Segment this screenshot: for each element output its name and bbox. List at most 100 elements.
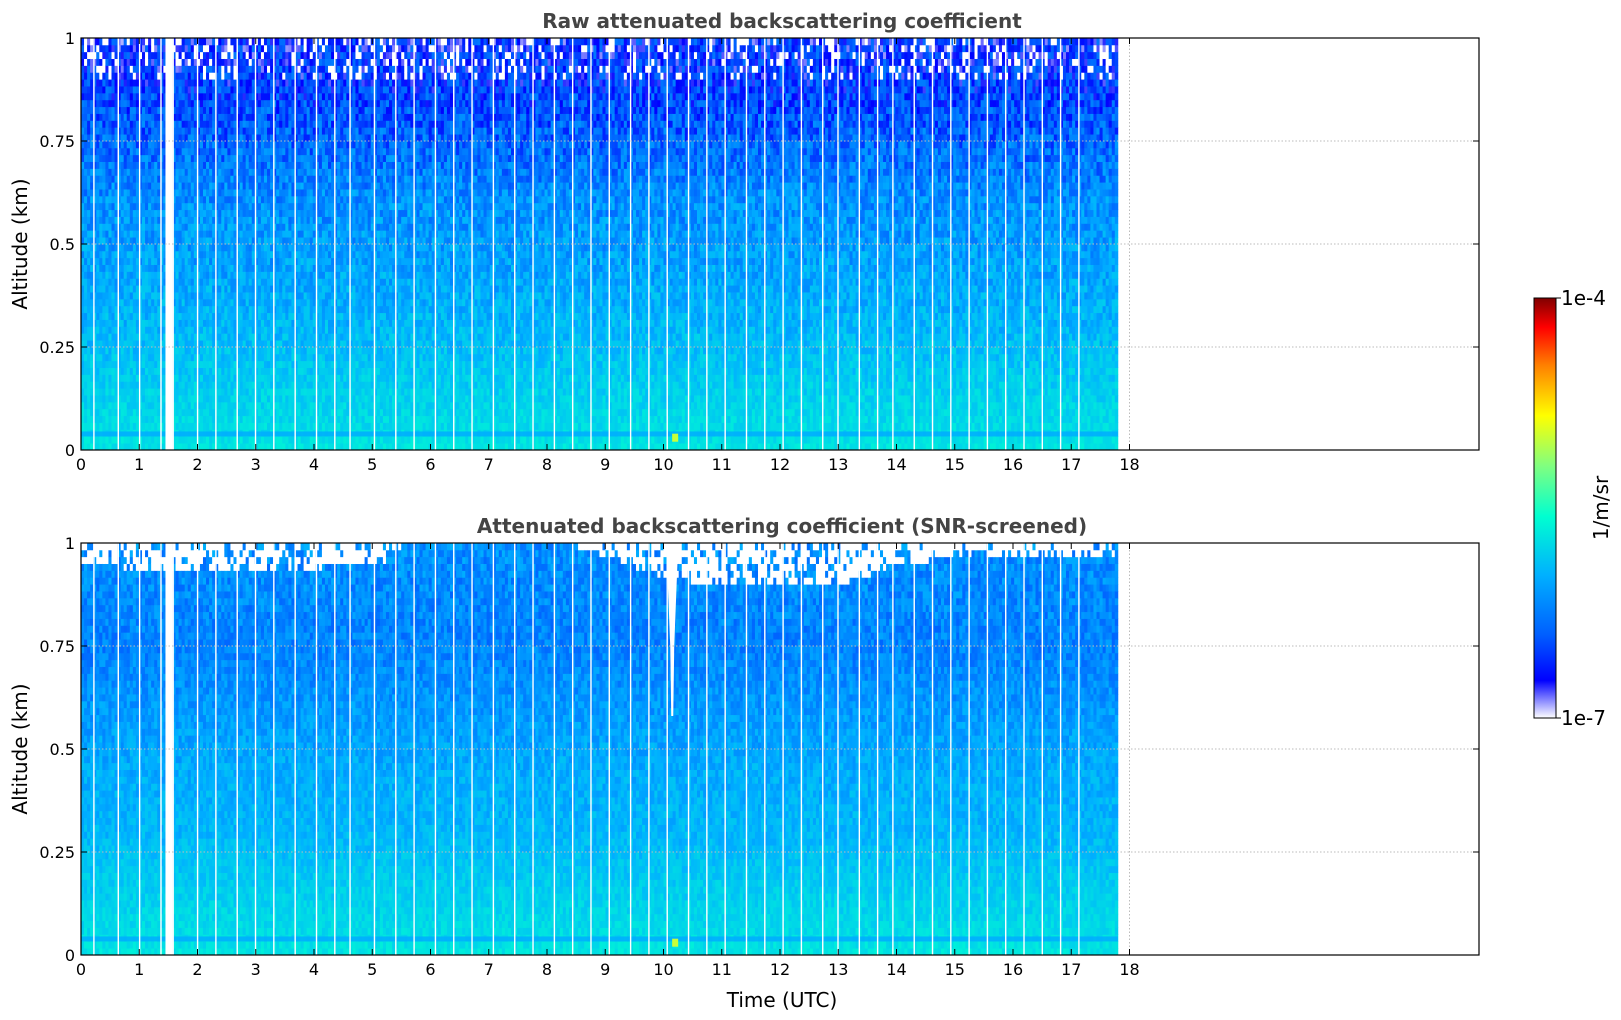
heatmap-cell (154, 381, 157, 388)
heatmap-cell (124, 100, 127, 107)
heatmap-cell (157, 217, 160, 224)
heatmap-cell (112, 244, 115, 251)
heatmap-cell (185, 175, 188, 182)
heatmap-cell (182, 52, 185, 59)
heatmap-cell (127, 100, 130, 107)
heatmap-cell (203, 223, 206, 230)
heatmap-cell (224, 333, 227, 340)
heatmap-cell (136, 278, 139, 285)
heatmap-cell (142, 86, 145, 93)
heatmap-cell (221, 79, 224, 86)
heatmap-cell (127, 107, 130, 114)
heatmap-cell (221, 65, 224, 72)
heatmap-cell (96, 230, 99, 237)
heatmap-cell (188, 368, 191, 375)
heatmap-cell (157, 258, 160, 265)
heatmap-cell (124, 278, 127, 285)
heatmap-cell (108, 134, 111, 141)
heatmap-cell (194, 436, 197, 443)
heatmap-cell (108, 114, 111, 121)
heatmap-cell (133, 210, 136, 217)
heatmap-cell (218, 244, 221, 251)
heatmap-cell (142, 271, 145, 278)
heatmap-cell (124, 127, 127, 134)
heatmap-cell (203, 45, 206, 52)
heatmap-cell (176, 168, 179, 175)
heatmap-cell (136, 306, 139, 313)
heatmap-cell (130, 265, 133, 272)
heatmap-cell (188, 278, 191, 285)
heatmap-cell (176, 333, 179, 340)
heatmap-cell (112, 326, 115, 333)
heatmap-cell (191, 134, 194, 141)
heatmap-cell (182, 251, 185, 258)
heatmap-cell (121, 285, 124, 292)
heatmap-cell (142, 278, 145, 285)
heatmap-cell (206, 278, 209, 285)
heatmap-cell (191, 292, 194, 299)
heatmap-cell (194, 86, 197, 93)
heatmap-cell (191, 443, 194, 450)
heatmap-cell (84, 436, 87, 443)
heatmap-cell (221, 210, 224, 217)
heatmap-cell (90, 347, 93, 354)
heatmap-cell (148, 223, 151, 230)
heatmap-cell (112, 271, 115, 278)
heatmap-cell (154, 65, 157, 72)
heatmap-cell (151, 265, 154, 272)
heatmap-cell (157, 333, 160, 340)
heatmap-cell (145, 306, 148, 313)
heatmap-cell (194, 381, 197, 388)
heatmap-cell (142, 265, 145, 272)
heatmap-cell (185, 182, 188, 189)
heatmap-cell (148, 285, 151, 292)
heatmap-cell (121, 210, 124, 217)
heatmap-cell (218, 265, 221, 272)
heatmap-cell (136, 388, 139, 395)
heatmap-cell (133, 127, 136, 134)
heatmap-cell (194, 423, 197, 430)
heatmap-cell (206, 271, 209, 278)
heatmap-cell (136, 127, 139, 134)
heatmap-cell (84, 326, 87, 333)
heatmap-cell (99, 86, 102, 93)
heatmap-cell (148, 100, 151, 107)
heatmap-cell (212, 182, 215, 189)
heatmap-cell (194, 189, 197, 196)
heatmap-cell (176, 326, 179, 333)
heatmap-cell (188, 395, 191, 402)
heatmap-cell (87, 210, 90, 217)
heatmap-cell (124, 347, 127, 354)
heatmap-cell (203, 306, 206, 313)
heatmap-cell (112, 388, 115, 395)
heatmap-cell (191, 278, 194, 285)
heatmap-cell (121, 354, 124, 361)
heatmap-cell (90, 320, 93, 327)
heatmap-cell (203, 271, 206, 278)
heatmap-cell (90, 196, 93, 203)
heatmap-cell (221, 265, 224, 272)
heatmap-cell (148, 340, 151, 347)
heatmap-cell (130, 285, 133, 292)
heatmap-cell (221, 100, 224, 107)
heatmap-cell (191, 120, 194, 127)
heatmap-cell (130, 100, 133, 107)
heatmap-cell (108, 278, 111, 285)
heatmap-cell (96, 340, 99, 347)
heatmap-cell (209, 107, 212, 114)
heatmap-cell (90, 155, 93, 162)
heatmap-cell (133, 285, 136, 292)
heatmap-cell (87, 299, 90, 306)
heatmap-cell (218, 326, 221, 333)
heatmap-cell (148, 120, 151, 127)
heatmap-cell (130, 45, 133, 52)
heatmap-cell (218, 210, 221, 217)
heatmap-cell (182, 374, 185, 381)
heatmap-cell (194, 388, 197, 395)
heatmap-cell (176, 93, 179, 100)
heatmap-cell (90, 59, 93, 66)
heatmap-cell (133, 38, 136, 45)
heatmap-cell (194, 148, 197, 155)
heatmap-cell (157, 237, 160, 244)
heatmap-cell (102, 265, 105, 272)
